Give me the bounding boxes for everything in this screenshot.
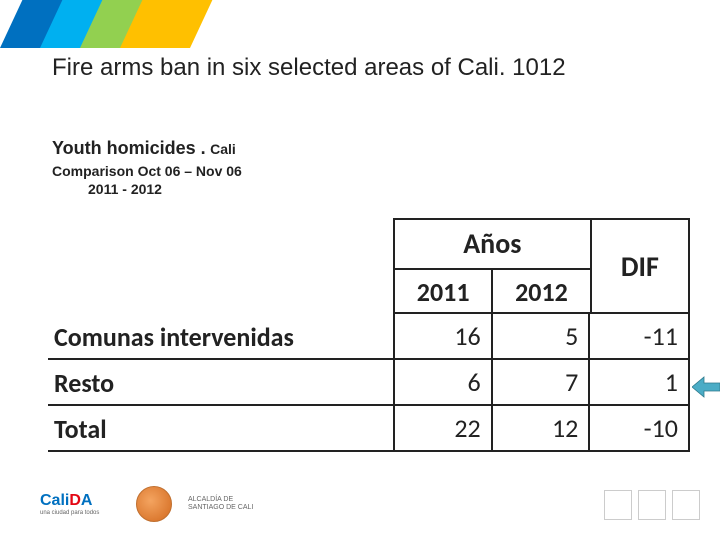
header-accent bbox=[0, 0, 720, 48]
header-spacer bbox=[48, 218, 393, 314]
subtitle-block: Youth homicides . Cali Comparison Oct 06… bbox=[52, 138, 352, 197]
cell-dif: -10 bbox=[590, 406, 688, 450]
cell-2012: 5 bbox=[493, 314, 591, 358]
year-col-2012: 2012 bbox=[493, 270, 589, 314]
shield-line2: SANTIAGO DE CALI bbox=[188, 504, 253, 511]
cell-dif: -11 bbox=[590, 314, 688, 358]
subtitle-line2: Comparison Oct 06 – Nov 06 bbox=[52, 163, 352, 179]
subtitle-line3: 2011 - 2012 bbox=[52, 181, 352, 197]
year-col-2011: 2011 bbox=[395, 270, 493, 314]
footer-right bbox=[604, 490, 700, 520]
partner-logo-icon bbox=[672, 490, 700, 520]
logo-text-cali: Cali bbox=[40, 492, 69, 509]
logo-text-d: D bbox=[69, 492, 81, 509]
years-block: Años 2011 2012 bbox=[395, 220, 592, 312]
logo-text-a: A bbox=[81, 492, 93, 509]
cell-dif: 1 bbox=[590, 360, 688, 404]
partner-logo-icon bbox=[604, 490, 632, 520]
cell-2011: 22 bbox=[395, 406, 493, 450]
shield-line1: ALCALDÍA DE bbox=[188, 496, 233, 503]
cali-shield-icon bbox=[136, 486, 172, 522]
table-row: 22 12 -10 bbox=[393, 406, 690, 452]
data-table: Comunas intervenidas Resto Total Años 20… bbox=[48, 218, 690, 452]
cell-2012: 12 bbox=[493, 406, 591, 450]
shield-text: ALCALDÍA DE SANTIAGO DE CALI bbox=[188, 496, 253, 511]
table-row: 16 5 -11 bbox=[393, 314, 690, 360]
years-row: 2011 2012 bbox=[395, 268, 590, 314]
logo-subtext: una ciudad para todos bbox=[40, 510, 99, 516]
partner-logo-icon bbox=[638, 490, 666, 520]
row-labels-column: Comunas intervenidas Resto Total bbox=[48, 218, 393, 452]
row-label: Total bbox=[48, 406, 393, 452]
table-row: 6 7 1 bbox=[393, 360, 690, 406]
row-label: Resto bbox=[48, 360, 393, 406]
cell-2011: 6 bbox=[395, 360, 493, 404]
subtitle-city: Cali bbox=[210, 141, 236, 157]
page-title: Fire arms ban in six selected areas of C… bbox=[52, 54, 566, 82]
cell-2012: 7 bbox=[493, 360, 591, 404]
calida-logo: CaliDA una ciudad para todos bbox=[40, 486, 120, 522]
value-header: Años 2011 2012 DIF bbox=[393, 218, 690, 314]
row-label: Comunas intervenidas bbox=[48, 314, 393, 360]
subtitle-line1: Youth homicides . bbox=[52, 138, 206, 158]
arrow-left-icon bbox=[692, 375, 720, 399]
footer-left: CaliDA una ciudad para todos ALCALDÍA DE… bbox=[40, 486, 253, 522]
years-label: Años bbox=[395, 220, 590, 268]
dif-label: DIF bbox=[592, 220, 688, 312]
value-table: Años 2011 2012 DIF 16 5 -11 6 7 1 22 12 … bbox=[393, 218, 690, 452]
cell-2011: 16 bbox=[395, 314, 493, 358]
